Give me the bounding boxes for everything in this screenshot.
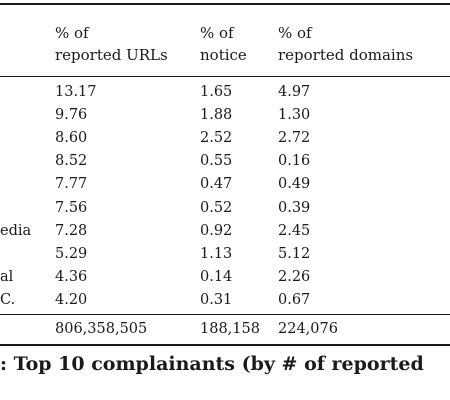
notice-value: 2.52 xyxy=(200,130,233,146)
notice-value: 0.52 xyxy=(200,200,233,216)
header-notice-line1: % of xyxy=(200,24,234,42)
header-notice-line2: notice xyxy=(200,46,247,64)
notice-value: 0.55 xyxy=(200,153,233,169)
header-reported-urls-line1: % of xyxy=(55,24,89,42)
reported-domains-value: 4.97 xyxy=(278,84,311,100)
notice-value: 0.14 xyxy=(200,269,233,285)
notice-value: 1.65 xyxy=(200,84,233,100)
totals-notice: 188,158 xyxy=(200,321,260,337)
notice-value: 1.13 xyxy=(200,246,233,262)
table-header-rule xyxy=(0,76,450,77)
totals-reported-urls: 806,358,505 xyxy=(55,321,148,337)
header-reported-domains: % of reported domains xyxy=(278,22,413,66)
header-reported-domains-line1: % of xyxy=(278,24,312,42)
reported-domains-value: 2.26 xyxy=(278,269,311,285)
complainant-name: al xyxy=(0,269,14,285)
reported-urls-value: 7.77 xyxy=(55,176,88,192)
header-reported-domains-line2: reported domains xyxy=(278,46,414,64)
reported-urls-value: 4.20 xyxy=(55,292,88,308)
reported-domains-value: 2.72 xyxy=(278,130,311,146)
reported-urls-value: 7.56 xyxy=(55,200,88,216)
table-totals-rule xyxy=(0,314,450,315)
totals-reported-domains: 224,076 xyxy=(278,321,338,337)
reported-urls-value: 5.29 xyxy=(55,246,88,262)
notice-value: 0.31 xyxy=(200,292,233,308)
table-caption: : Top 10 complainants (by # of reported xyxy=(0,353,424,375)
reported-domains-value: 0.67 xyxy=(278,292,311,308)
reported-urls-value: 9.76 xyxy=(55,107,88,123)
reported-urls-value: 13.17 xyxy=(55,84,97,100)
reported-urls-value: 8.52 xyxy=(55,153,88,169)
header-reported-urls: % of reported URLs xyxy=(55,22,168,66)
complainant-name: C. xyxy=(0,292,16,308)
table-top-rule xyxy=(0,3,450,5)
reported-domains-value: 5.12 xyxy=(278,246,311,262)
table-bottom-rule xyxy=(0,344,450,346)
header-notice: % of notice xyxy=(200,22,247,66)
notice-value: 0.47 xyxy=(200,176,233,192)
notice-value: 0.92 xyxy=(200,223,233,239)
reported-domains-value: 0.16 xyxy=(278,153,311,169)
reported-urls-value: 8.60 xyxy=(55,130,88,146)
reported-domains-value: 1.30 xyxy=(278,107,311,123)
reported-domains-value: 0.39 xyxy=(278,200,311,216)
reported-domains-value: 0.49 xyxy=(278,176,311,192)
reported-urls-value: 4.36 xyxy=(55,269,88,285)
reported-domains-value: 2.45 xyxy=(278,223,311,239)
header-reported-urls-line2: reported URLs xyxy=(55,46,168,64)
complainant-name: edia xyxy=(0,223,32,239)
reported-urls-value: 7.28 xyxy=(55,223,88,239)
notice-value: 1.88 xyxy=(200,107,233,123)
